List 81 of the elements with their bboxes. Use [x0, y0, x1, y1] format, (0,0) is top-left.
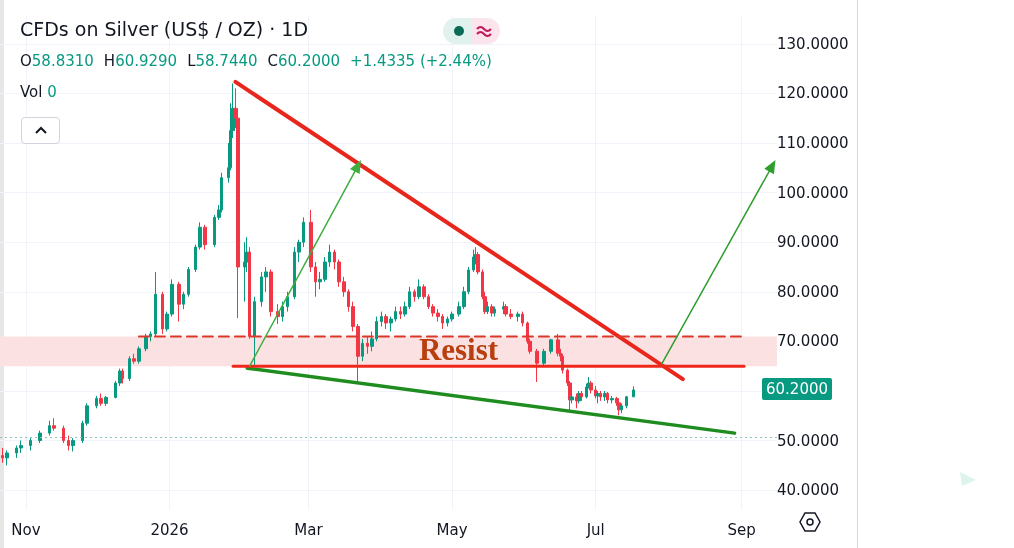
candlestick: [104, 395, 108, 407]
candlestick: [413, 288, 416, 303]
annotation: 60.2000: [762, 377, 833, 400]
candlestick: [493, 306, 496, 318]
candlestick: [248, 246, 251, 340]
candlestick: [490, 303, 494, 318]
annotation: C60.2000: [267, 52, 341, 70]
candlestick: [67, 435, 70, 451]
candlestick: [48, 420, 51, 437]
y-tick-label: 100.0000: [777, 183, 849, 202]
candlestick: [535, 348, 539, 383]
candlestick: [99, 392, 103, 407]
candlestick: [384, 313, 388, 330]
candlestick: [281, 301, 284, 323]
x-tick-label: Sep: [727, 520, 756, 539]
candlestick: [71, 437, 75, 452]
candlestick: [610, 395, 614, 404]
candlestick: [599, 390, 602, 402]
candlestick: [137, 345, 141, 365]
candlestick: [144, 333, 148, 352]
candlestick: [182, 291, 185, 310]
candlestick: [486, 301, 489, 315]
candlestick: [361, 338, 364, 362]
annotation: Vol 0: [20, 83, 57, 101]
candlestick: [417, 278, 421, 300]
y-tick-label: 80.0000: [777, 282, 840, 301]
candlestick: [121, 368, 124, 385]
candlestick: [589, 380, 593, 394]
x-tick-label: Jul: [585, 520, 605, 539]
candlestick: [556, 333, 560, 357]
candlestick: [521, 311, 524, 327]
candlestick: [149, 330, 152, 342]
band-label: Resist: [418, 331, 499, 367]
candlestick: [542, 348, 546, 367]
candlestick: [450, 311, 454, 323]
candlestick: [1, 447, 4, 464]
candlestick: [29, 437, 32, 451]
candlestick: [177, 281, 181, 323]
y-tick-label: 90.0000: [777, 233, 840, 252]
candlestick: [620, 402, 623, 414]
candlestick: [269, 268, 273, 318]
candlestick: [253, 296, 256, 367]
candlestick: [203, 224, 207, 251]
x-tick-label: 2026: [150, 520, 189, 539]
candlestick: [580, 390, 583, 402]
y-tick-label: 130.0000: [777, 34, 849, 53]
candlestick: [128, 355, 131, 382]
candlestick: [38, 430, 42, 444]
candlestick: [606, 391, 609, 404]
y-tick-label: 120.0000: [777, 84, 849, 103]
candlestick: [5, 449, 9, 466]
candlestick: [399, 306, 402, 320]
candlestick: [625, 395, 628, 409]
x-tick-label: May: [436, 520, 468, 539]
candlestick: [62, 425, 65, 444]
y-tick-label: 50.0000: [777, 431, 840, 450]
candlestick: [380, 311, 383, 327]
y-tick-label: 70.0000: [777, 332, 840, 351]
annotation: O58.8310: [20, 52, 94, 70]
candlestick: [95, 395, 98, 409]
annotation: L58.7440: [187, 52, 258, 70]
x-tick-label: Mar: [294, 520, 324, 539]
candlestick: [161, 291, 164, 335]
candlestick: [52, 417, 56, 432]
candlestick: [366, 335, 369, 355]
candlestick: [603, 390, 607, 402]
candlestick: [132, 353, 136, 365]
candlestick: [286, 291, 289, 313]
candlestick: [632, 385, 635, 398]
x-tick-label: Nov: [11, 520, 41, 539]
candlestick: [516, 311, 520, 323]
candlestick: [549, 338, 553, 355]
y-tick-label: 110.0000: [777, 133, 849, 152]
annotation: H60.9290: [103, 52, 178, 70]
candlestick: [187, 266, 190, 298]
y-tick-label: 40.0000: [777, 481, 840, 500]
candlestick: [596, 390, 600, 404]
candlestick: [154, 271, 157, 337]
annotation: +1.4335 (+2.44%): [350, 52, 492, 70]
chart-title: CFDs on Silver (US$ / OZ) · 1D: [20, 18, 309, 40]
candlestick: [19, 440, 23, 454]
